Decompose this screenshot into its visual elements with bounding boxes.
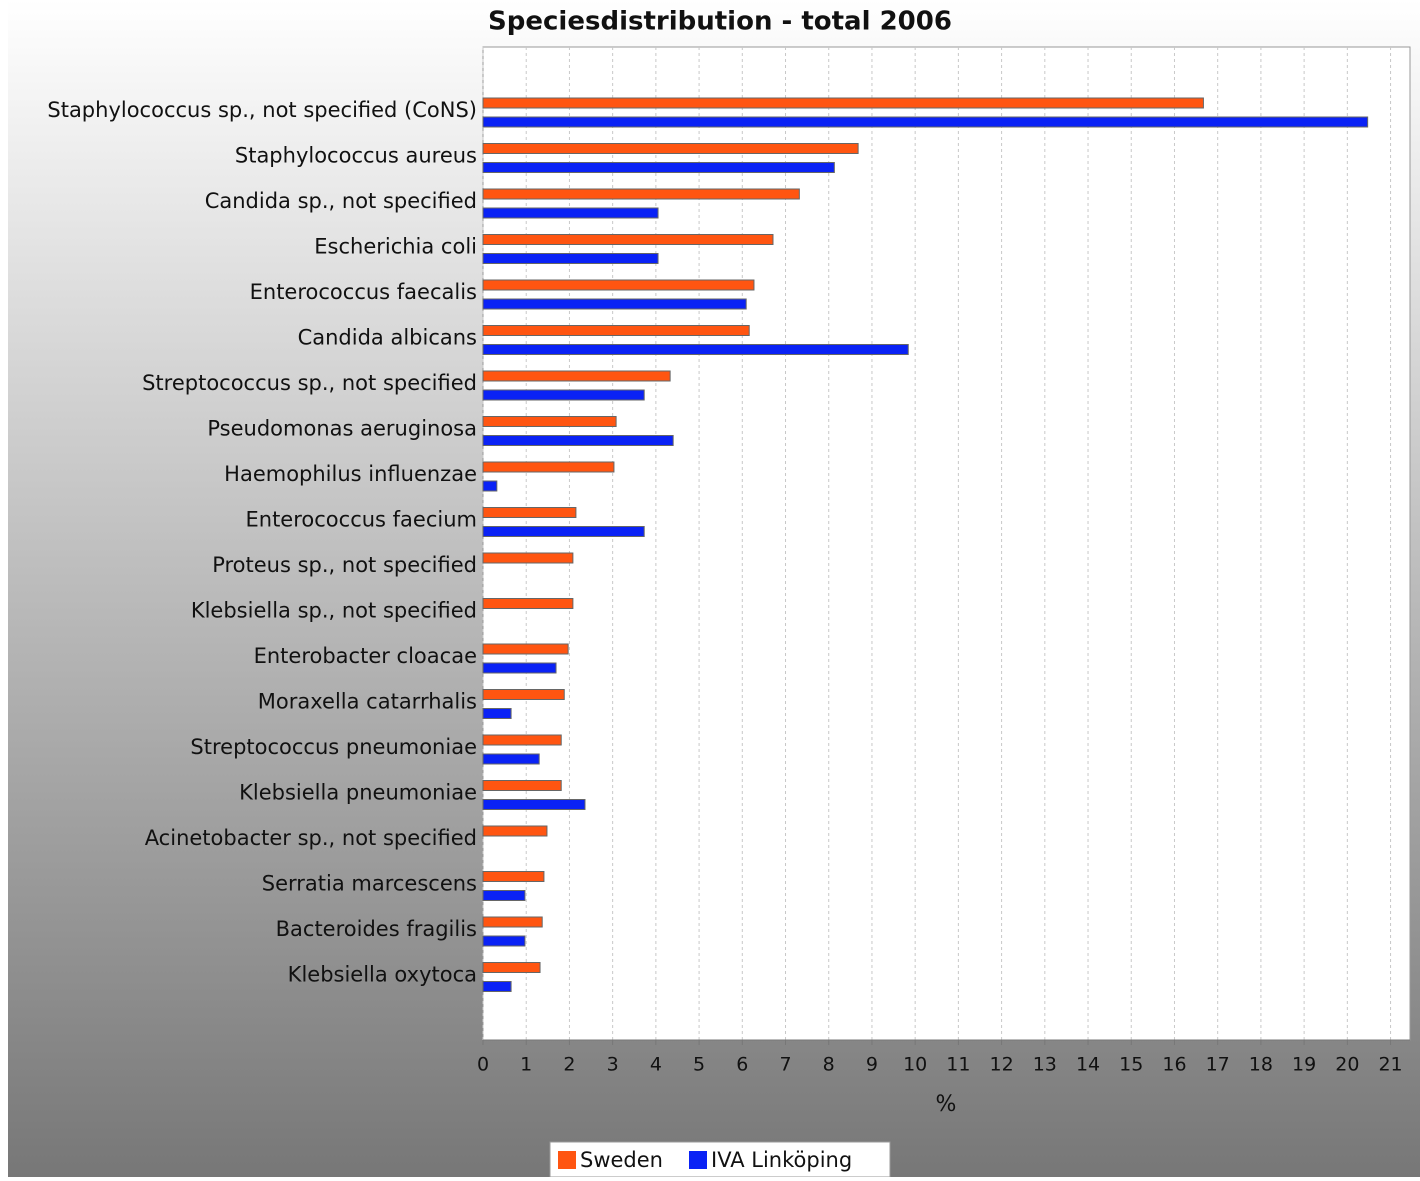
x-tick-label: 20 xyxy=(1335,1054,1359,1076)
bar xyxy=(482,780,562,791)
legend-swatch xyxy=(689,1151,707,1169)
bar xyxy=(482,188,800,200)
y-tick-label: Proteus sp., not specified xyxy=(212,553,477,577)
bar xyxy=(482,962,541,973)
x-tick-label: 7 xyxy=(779,1054,791,1076)
x-tick-label: 11 xyxy=(946,1054,970,1076)
y-tick-label: Staphylococcus sp., not specified (CoNS) xyxy=(47,98,477,122)
bar xyxy=(482,298,747,310)
bar xyxy=(482,598,574,609)
y-tick-label: Klebsiella oxytoca xyxy=(288,963,477,987)
y-tick-label: Streptococcus pneumoniae xyxy=(190,735,477,759)
legend-label: Sweden xyxy=(580,1148,663,1172)
bar xyxy=(482,734,562,746)
y-tick-label: Acinetobacter sp., not specified xyxy=(145,826,477,850)
bar xyxy=(482,662,557,674)
x-tick-label: 9 xyxy=(866,1054,878,1076)
x-tick-label: 15 xyxy=(1119,1054,1143,1076)
bar xyxy=(482,552,574,564)
bar xyxy=(482,643,569,655)
y-tick-label: Serratia marcescens xyxy=(262,872,477,896)
legend-label: IVA Linköping xyxy=(711,1148,852,1172)
bar xyxy=(482,799,586,810)
x-tick-label: 3 xyxy=(607,1054,619,1076)
bar xyxy=(482,325,750,336)
bar xyxy=(482,753,540,765)
x-tick-label: 14 xyxy=(1076,1054,1100,1076)
x-tick-label: 6 xyxy=(736,1054,748,1076)
bar xyxy=(482,689,565,700)
y-tick-label: Klebsiella sp., not specified xyxy=(191,599,477,623)
bar xyxy=(482,507,577,518)
bar xyxy=(482,416,617,427)
x-tick-label: 8 xyxy=(823,1054,835,1076)
x-tick-label: 0 xyxy=(477,1054,489,1076)
x-tick-label: 18 xyxy=(1249,1054,1273,1076)
bar xyxy=(482,207,659,219)
bar xyxy=(482,935,526,947)
y-tick-label: Moraxella catarrhalis xyxy=(258,690,477,714)
x-tick-label: 16 xyxy=(1162,1054,1186,1076)
y-tick-label: Bacteroides fragilis xyxy=(276,917,477,941)
x-tick-label: 10 xyxy=(903,1054,927,1076)
y-tick-label: Enterococcus faecium xyxy=(246,508,478,532)
legend xyxy=(549,1141,891,1178)
x-tick-label: 4 xyxy=(650,1054,662,1076)
bar xyxy=(482,981,512,992)
bar xyxy=(482,526,645,537)
y-tick-label: Candida sp., not specified xyxy=(205,189,477,213)
y-tick-label: Escherichia coli xyxy=(314,235,477,259)
x-tick-label: 13 xyxy=(1033,1054,1057,1076)
bar xyxy=(482,825,548,837)
y-tick-label: Enterobacter cloacae xyxy=(254,644,477,668)
y-tick-label: Enterococcus faecalis xyxy=(250,280,477,304)
x-tick-label: 17 xyxy=(1206,1054,1230,1076)
y-tick-label: Klebsiella pneumoniae xyxy=(239,781,477,805)
bar xyxy=(482,116,1369,128)
bar xyxy=(482,370,671,382)
chart-title: Speciesdistribution - total 2006 xyxy=(488,7,952,37)
x-axis-label: % xyxy=(936,1092,957,1117)
bar xyxy=(482,708,512,719)
bar xyxy=(482,480,498,492)
bar xyxy=(482,162,835,173)
bar xyxy=(482,143,859,154)
bar xyxy=(482,344,909,355)
x-tick-label: 21 xyxy=(1378,1054,1402,1076)
x-tick-label: 12 xyxy=(990,1054,1014,1076)
x-tick-label: 2 xyxy=(563,1054,575,1076)
x-tick-label: 1 xyxy=(520,1054,532,1076)
bar xyxy=(482,461,615,473)
bar xyxy=(482,871,545,882)
bar xyxy=(482,435,674,446)
y-tick-label: Streptococcus sp., not specified xyxy=(142,371,477,395)
y-tick-label: Staphylococcus aureus xyxy=(235,144,477,168)
bar xyxy=(482,890,526,901)
bar xyxy=(482,916,543,928)
bar xyxy=(482,389,645,401)
bar xyxy=(482,97,1204,109)
y-tick-label: Candida albicans xyxy=(298,326,477,350)
x-tick-label: 19 xyxy=(1292,1054,1316,1076)
y-tick-label: Haemophilus influenzae xyxy=(224,462,477,486)
y-tick-label: Pseudomonas aeruginosa xyxy=(207,417,477,441)
bar xyxy=(482,253,659,264)
legend-swatch xyxy=(558,1151,576,1169)
bar xyxy=(482,279,755,291)
bar xyxy=(482,234,774,245)
x-tick-label: 5 xyxy=(693,1054,705,1076)
